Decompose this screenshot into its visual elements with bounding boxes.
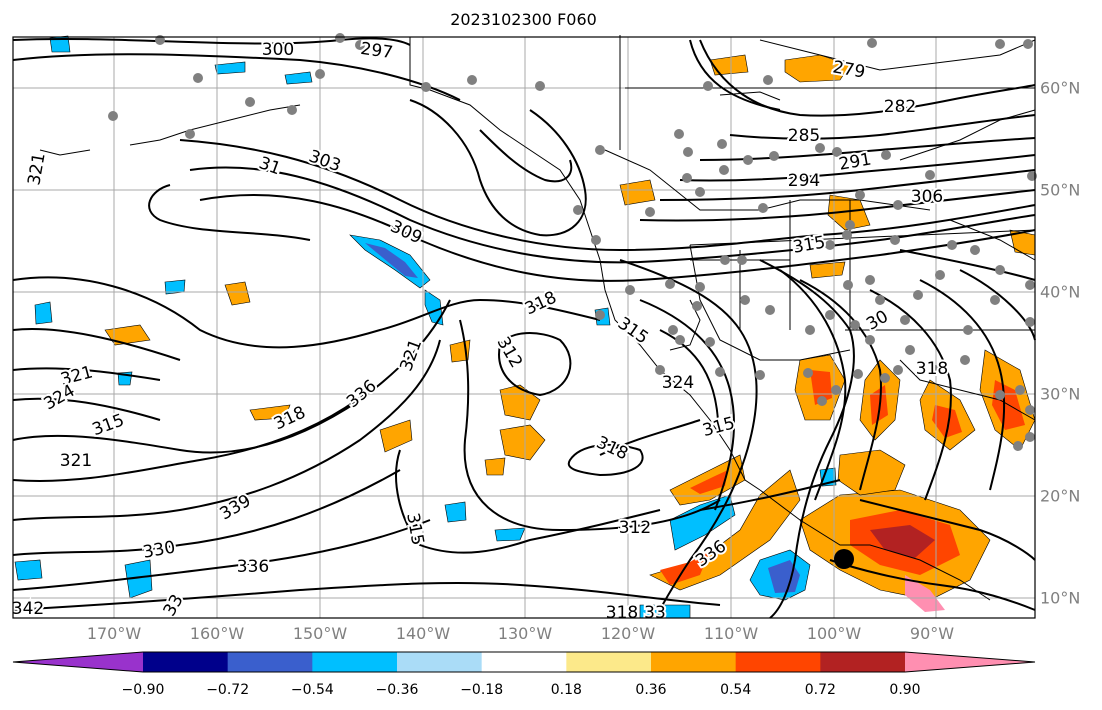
lon-label: 100°W <box>806 624 862 643</box>
contour-label: 294 <box>788 171 820 191</box>
map-title: 2023102300 F060 <box>450 10 597 29</box>
contour-label: 321 <box>60 451 92 471</box>
lon-label: 150°W <box>292 624 348 643</box>
colorbar-tick-label: 0.54 <box>720 682 752 698</box>
lon-label: 110°W <box>703 624 759 643</box>
colorbar-segment <box>481 652 567 672</box>
lon-label: 170°W <box>86 624 142 643</box>
contour-label: 324 <box>662 373 694 393</box>
lon-label: 140°W <box>395 624 451 643</box>
colorbar-tick-label: 0.36 <box>635 682 667 698</box>
contour-label: 318 <box>606 603 638 623</box>
contour-label: 33 <box>644 603 666 623</box>
contour-label: 309 <box>387 217 425 249</box>
contour-label: 330 <box>141 537 176 562</box>
contour-label: 282 <box>884 97 916 117</box>
contour-label: 33 <box>160 591 188 620</box>
contour-label: 300 <box>262 40 294 60</box>
colorbar-segment <box>566 652 652 672</box>
contour-label: 312 <box>619 518 651 538</box>
negative-shading <box>14 35 837 619</box>
colorbar-outline <box>12 651 1036 673</box>
storm-center-marker <box>834 549 854 569</box>
positive-shading <box>104 54 1036 612</box>
contour-label: 315 <box>791 232 826 257</box>
colorbar-tick-label: −0.90 <box>121 682 165 698</box>
contour-label: 321 <box>396 337 426 374</box>
contour-label: 321 <box>24 151 49 186</box>
contour-label: 297 <box>359 39 394 63</box>
map-panel: 300 297 279 282 285 291 294 306 303 31 3… <box>10 33 1037 625</box>
contour-label-group: 300 297 279 282 285 291 294 306 303 31 3… <box>10 37 950 625</box>
station-markers <box>108 33 1037 451</box>
lat-label: 40°N <box>1040 282 1081 302</box>
contour-label: 285 <box>788 126 820 146</box>
colorbar-segment <box>651 652 737 672</box>
colorbar-segment <box>397 652 483 672</box>
lon-label: 120°W <box>600 624 656 643</box>
lon-label: 130°W <box>497 624 553 643</box>
lon-label: 160°W <box>189 624 245 643</box>
lat-label: 50°N <box>1040 180 1081 200</box>
contour-label: 318 <box>593 433 631 465</box>
colorbar-segment <box>312 652 398 672</box>
map-frame <box>12 36 1036 619</box>
contour-label: 336 <box>237 557 269 577</box>
colorbar-extend-low <box>13 652 143 672</box>
colorbar-tick-label: 0.90 <box>889 682 921 698</box>
colorbar <box>12 651 1036 673</box>
colorbar-segment <box>143 652 229 672</box>
contour-label: 315 <box>402 511 427 546</box>
contour-label: 31 <box>256 153 283 179</box>
lat-label: 30°N <box>1040 384 1081 404</box>
colorbar-segment <box>735 652 821 672</box>
lat-label: 60°N <box>1040 78 1081 98</box>
colorbar-tick-label: −0.18 <box>460 682 504 698</box>
contour-label: 30 <box>863 307 892 335</box>
contour-label: 315 <box>90 410 127 440</box>
colorbar-segment <box>820 652 906 672</box>
height-contours <box>12 37 1036 619</box>
contour-label: 306 <box>911 187 943 207</box>
colorbar-segment <box>227 652 313 672</box>
contour-label: 303 <box>306 146 343 176</box>
colorbar-extend-high <box>905 652 1035 672</box>
contour-label: 315 <box>614 313 652 348</box>
colorbar-tick-label: −0.36 <box>375 682 419 698</box>
lat-label: 20°N <box>1040 486 1081 506</box>
lat-label: 10°N <box>1040 588 1081 608</box>
colorbar-tick-label: 0.18 <box>550 682 582 698</box>
colorbar-tick-label: −0.72 <box>206 682 250 698</box>
contour-label: 342 <box>12 599 44 619</box>
contour-label: 312 <box>493 333 527 371</box>
lon-label: 90°W <box>909 624 955 643</box>
contour-label: 318 <box>916 359 948 379</box>
colorbar-tick-label: 0.72 <box>804 682 836 698</box>
colorbar-tick-label: −0.54 <box>290 682 334 698</box>
